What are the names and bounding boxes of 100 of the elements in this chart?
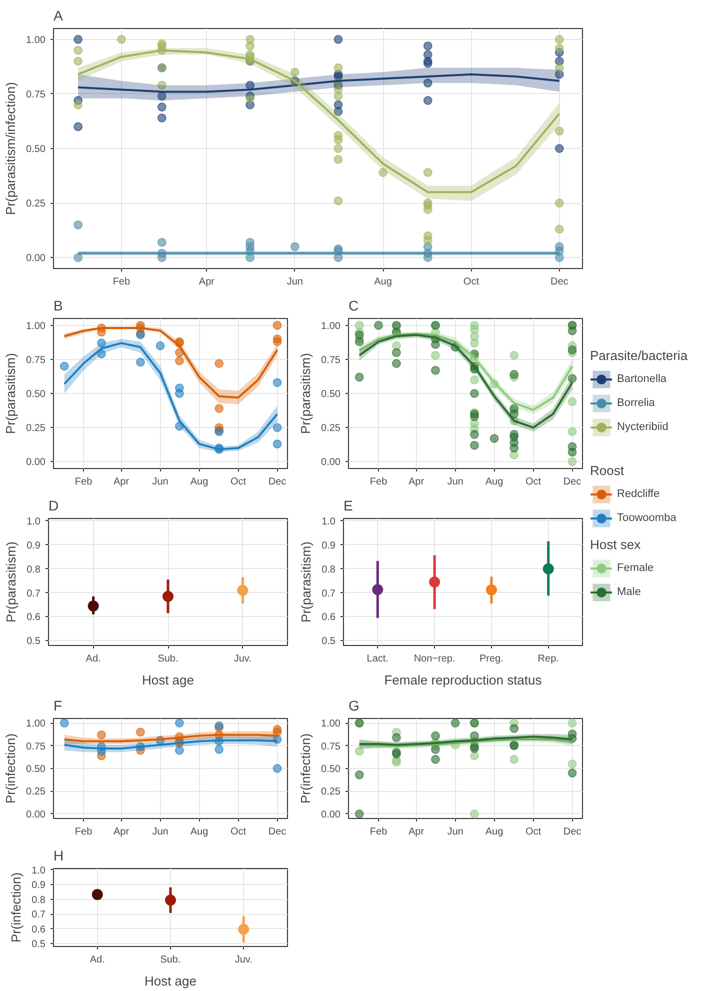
point bbox=[157, 102, 166, 112]
point bbox=[174, 389, 184, 398]
x-tick-label: Oct bbox=[463, 276, 480, 288]
y-tick-label: 0.5 bbox=[32, 939, 46, 950]
y-axis-title: Pr(parasitism) bbox=[3, 353, 18, 434]
point bbox=[354, 770, 364, 780]
point bbox=[334, 63, 343, 72]
x-tick-label: Dec bbox=[268, 476, 286, 488]
legend-label: Borrelia bbox=[617, 397, 655, 409]
point bbox=[272, 320, 282, 330]
x-tick-label: Feb bbox=[370, 476, 388, 488]
legend-title: Host sex bbox=[590, 537, 642, 552]
x-tick-label: Aug bbox=[190, 826, 208, 838]
y-tick-label: 0.6 bbox=[322, 612, 336, 624]
y-tick-label: 0.5 bbox=[26, 636, 41, 648]
x-tick-label: Aug bbox=[190, 476, 208, 488]
y-axis-title: Pr(infection) bbox=[8, 872, 24, 943]
point bbox=[74, 56, 83, 66]
x-tick-label: Jun bbox=[152, 476, 168, 488]
y-tick-label: 0.6 bbox=[26, 612, 41, 624]
x-axis-title: Female reproduction status bbox=[384, 672, 542, 688]
y-tick-label: 0.25 bbox=[26, 198, 46, 210]
point bbox=[214, 359, 224, 368]
point bbox=[470, 440, 479, 450]
point bbox=[430, 350, 440, 360]
y-tick-label: 1.00 bbox=[26, 34, 46, 46]
chart-title: B bbox=[54, 298, 63, 314]
point bbox=[136, 358, 145, 367]
point bbox=[568, 345, 577, 354]
point bbox=[374, 320, 384, 330]
x-tick-label: Sub. bbox=[158, 654, 178, 664]
point bbox=[510, 754, 519, 764]
x-tick-label: Juv. bbox=[234, 654, 252, 664]
x-tick-label: Dec bbox=[563, 476, 582, 488]
point bbox=[96, 730, 106, 740]
point bbox=[392, 733, 401, 742]
line-series bbox=[77, 73, 560, 93]
point bbox=[392, 348, 401, 358]
point bbox=[174, 356, 184, 366]
chart-title: G bbox=[348, 698, 360, 714]
legend-label: Male bbox=[617, 586, 641, 598]
x-tick-label: Aug bbox=[374, 276, 392, 288]
legend-label: Bartonella bbox=[617, 373, 667, 385]
legend-title: Roost bbox=[590, 463, 625, 478]
point bbox=[290, 242, 300, 252]
y-tick-label: 0.50 bbox=[26, 144, 46, 155]
point bbox=[423, 236, 432, 245]
x-tick-label: Feb bbox=[370, 826, 388, 838]
y-tick-label: 0.75 bbox=[321, 741, 341, 752]
x-tick-label: Oct bbox=[230, 476, 246, 488]
point bbox=[272, 439, 282, 448]
point bbox=[136, 728, 145, 737]
point bbox=[272, 423, 282, 432]
chart-title: D bbox=[48, 498, 59, 514]
y-tick-label: 0.9 bbox=[322, 540, 336, 552]
y-axis-title: Pr(parasitism) bbox=[4, 542, 19, 622]
point bbox=[450, 718, 460, 728]
y-tick-label: 1.0 bbox=[322, 516, 336, 528]
point bbox=[157, 113, 166, 122]
point bbox=[88, 600, 99, 612]
point bbox=[510, 724, 519, 733]
legend-label: Toowoomba bbox=[617, 512, 676, 524]
point bbox=[74, 34, 83, 44]
chart-title: H bbox=[54, 848, 64, 864]
chart-title: F bbox=[54, 698, 62, 714]
x-tick-label: Apr bbox=[198, 276, 216, 288]
point bbox=[272, 337, 282, 346]
point bbox=[510, 370, 519, 379]
y-tick-label: 0.50 bbox=[321, 764, 341, 775]
point bbox=[272, 764, 282, 773]
y-tick-label: 0.25 bbox=[321, 423, 341, 434]
point bbox=[162, 590, 174, 602]
x-tick-label: Jun bbox=[152, 826, 168, 838]
y-tick-label: 0.50 bbox=[321, 389, 341, 400]
point bbox=[74, 46, 83, 55]
x-tick-label: Apr bbox=[408, 826, 425, 838]
y-tick-label: 1.0 bbox=[32, 865, 46, 876]
y-tick-label: 0.7 bbox=[322, 588, 336, 600]
point bbox=[392, 359, 401, 368]
point bbox=[470, 412, 479, 422]
y-tick-label: 1.0 bbox=[26, 516, 41, 528]
point bbox=[423, 96, 432, 105]
x-tick-label: Feb bbox=[74, 826, 93, 838]
x-tick-label: Preg. bbox=[480, 654, 504, 664]
y-tick-label: 0.00 bbox=[26, 809, 46, 820]
point bbox=[92, 889, 103, 900]
y-tick-label: 0.25 bbox=[26, 786, 46, 798]
point bbox=[430, 340, 440, 349]
point bbox=[423, 41, 432, 50]
chart-title: C bbox=[348, 298, 359, 314]
point bbox=[165, 894, 176, 906]
x-tick-label: Ad. bbox=[90, 954, 105, 966]
x-tick-label: Juv. bbox=[234, 954, 252, 966]
y-tick-label: 1.00 bbox=[321, 718, 341, 730]
point bbox=[554, 224, 564, 234]
x-tick-label: Jun bbox=[447, 826, 464, 838]
y-tick-label: 1.00 bbox=[26, 320, 46, 332]
point bbox=[486, 584, 497, 596]
y-tick-label: 0.25 bbox=[321, 786, 341, 798]
y-tick-label: 0.8 bbox=[26, 564, 41, 576]
